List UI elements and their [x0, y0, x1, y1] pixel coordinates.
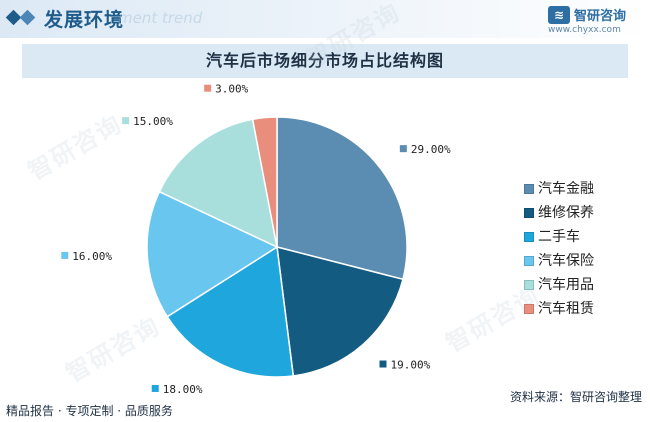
data-label-swatch [61, 251, 69, 259]
legend-label: 汽车金融 [538, 181, 594, 197]
data-label: 29.00% [411, 143, 451, 156]
pie-slice [276, 245, 404, 377]
legend-swatch [524, 304, 534, 314]
legend-swatch [524, 184, 534, 194]
legend-item: 汽车用品 [524, 273, 594, 297]
brand-url: www.chyxx.com [548, 25, 621, 35]
footer-tagline: 精品报告 · 专项定制 · 品质服务 [6, 404, 173, 418]
legend-swatch [524, 232, 534, 242]
legend-item: 汽车租赁 [524, 297, 594, 321]
data-label: 18.00% [163, 383, 203, 396]
brand-logo-icon: ≋ [548, 6, 570, 24]
chart-legend: 汽车金融维修保养二手车汽车保险汽车用品汽车租赁 [524, 177, 594, 321]
legend-label: 二手车 [538, 229, 580, 245]
data-label-swatch [399, 145, 407, 153]
data-label: 3.00% [215, 83, 248, 96]
brand-name: 智研咨询 [574, 9, 627, 24]
data-label-swatch [204, 84, 212, 92]
legend-label: 汽车租赁 [538, 301, 594, 317]
legend-label: 维修保养 [538, 205, 594, 221]
source-note: 资料来源：智研咨询整理 [509, 390, 642, 404]
legend-swatch [524, 208, 534, 218]
legend-item: 汽车保险 [524, 249, 594, 273]
data-label: 19.00% [390, 359, 430, 372]
legend-label: 汽车用品 [538, 277, 594, 293]
pie-slice [276, 116, 408, 281]
legend-item: 二手车 [524, 225, 594, 249]
data-label-swatch [379, 360, 387, 368]
pie-slice [251, 116, 278, 248]
legend-swatch [524, 280, 534, 290]
legend-item: 汽车金融 [524, 177, 594, 201]
data-label-swatch [151, 384, 159, 392]
pie-slice [158, 118, 279, 249]
section-title: 发展环境 [44, 9, 125, 31]
header-bar [0, 0, 650, 38]
section-ghost-text: ment trend [118, 9, 203, 27]
data-label: 16.00% [72, 250, 112, 263]
legend-label: 汽车保险 [538, 253, 594, 269]
legend-swatch [524, 256, 534, 266]
chart-title-band: 汽车后市场细分市场占比结构图 [22, 44, 628, 78]
data-label: 15.00% [133, 115, 173, 128]
data-label-swatch [122, 117, 130, 125]
legend-item: 维修保养 [524, 201, 594, 225]
chart-title: 汽车后市场细分市场占比结构图 [205, 51, 444, 70]
pie-slice [146, 190, 279, 318]
pie-slice [166, 245, 295, 378]
